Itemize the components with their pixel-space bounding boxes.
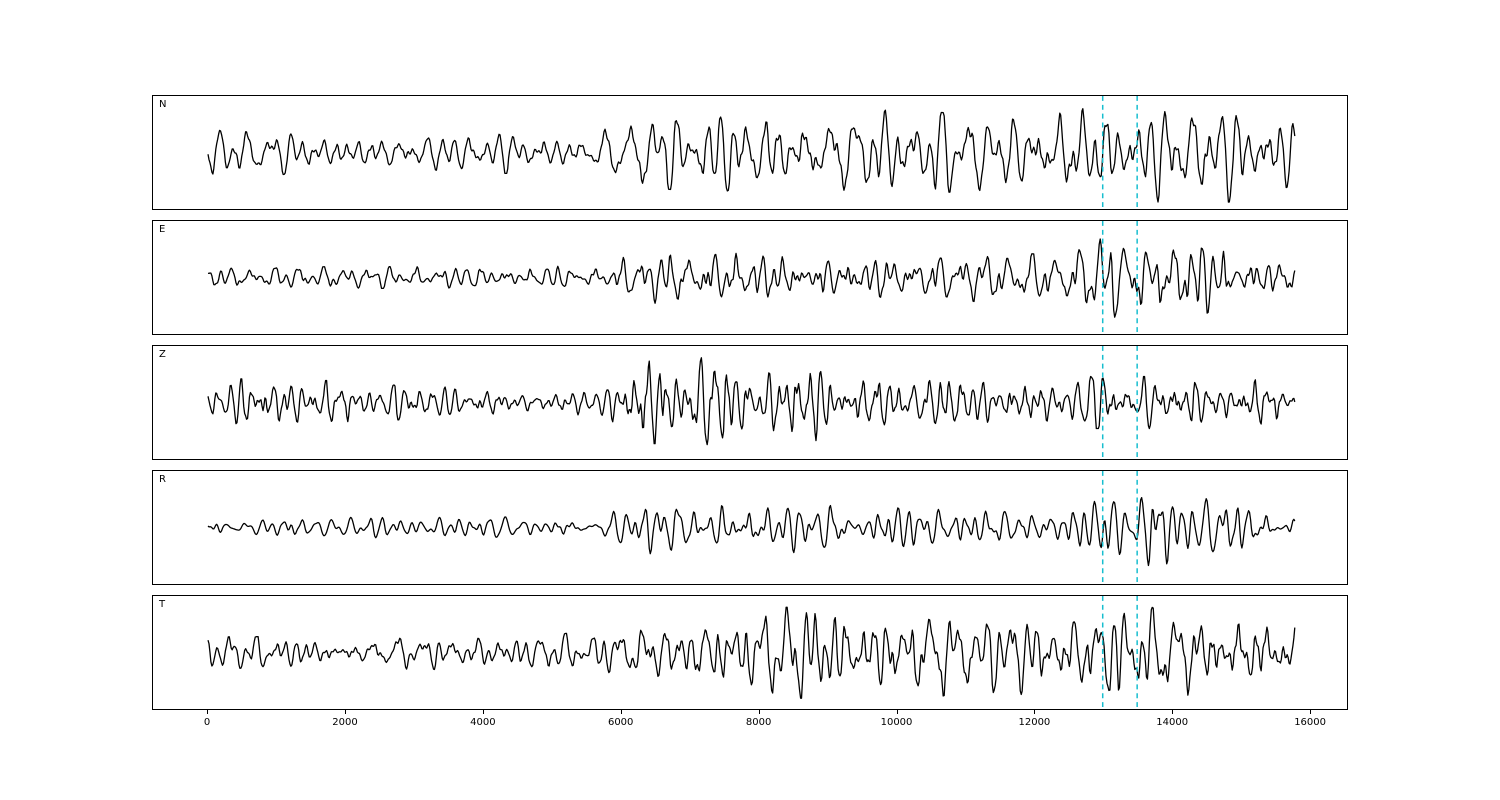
waveform-trace: [207, 496, 1296, 567]
channel-label: T: [159, 599, 166, 610]
x-tick-label: 4000: [470, 717, 496, 728]
x-tick: [620, 710, 622, 714]
x-tick: [1172, 710, 1174, 714]
x-tick: [1034, 710, 1036, 714]
panel-E: E: [152, 220, 1348, 335]
channel-label: N: [159, 99, 167, 110]
channel-label: Z: [159, 349, 166, 360]
x-tick-label: 10000: [880, 717, 913, 728]
x-tick: [482, 710, 484, 714]
x-tick-label: 12000: [1018, 717, 1051, 728]
waveform-svg: [207, 221, 1296, 334]
channel-label: E: [159, 224, 166, 235]
panel-T: T: [152, 595, 1348, 710]
x-tick-label: 2000: [332, 717, 358, 728]
x-tick-label: 6000: [607, 717, 634, 728]
x-tick-label: 0: [203, 717, 211, 728]
waveform-svg: [207, 596, 1296, 709]
x-tick: [207, 710, 209, 714]
waveform-svg: [207, 471, 1296, 584]
waveform-trace: [207, 108, 1296, 203]
waveform-trace: [207, 606, 1296, 699]
channel-label: R: [159, 474, 166, 485]
x-tick-label: 14000: [1156, 717, 1189, 728]
x-tick: [345, 710, 346, 714]
waveform-svg: [207, 96, 1296, 209]
waveform-svg: [207, 346, 1296, 459]
waveform-trace: [207, 238, 1296, 318]
panel-Z: Z: [152, 345, 1348, 460]
panel-N: N: [152, 95, 1348, 210]
x-tick: [1310, 710, 1312, 714]
waveform-trace: [207, 357, 1296, 446]
x-tick-label: 16000: [1294, 717, 1326, 728]
x-tick: [896, 710, 898, 714]
x-tick-label: 8000: [745, 717, 772, 728]
x-tick: [758, 710, 760, 714]
panel-R: R: [152, 470, 1348, 585]
